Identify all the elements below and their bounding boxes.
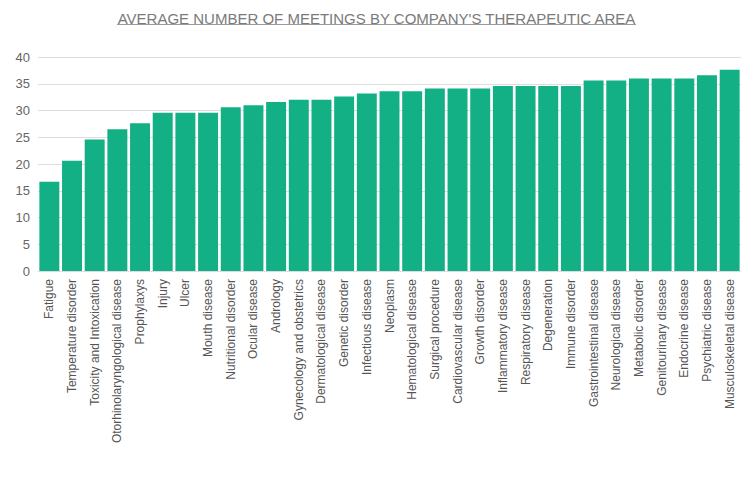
svg-text:Andrology: Andrology (269, 279, 283, 333)
svg-text:10: 10 (16, 210, 30, 225)
svg-text:Infectious disease: Infectious disease (360, 279, 374, 375)
svg-text:Hematological disease: Hematological disease (405, 279, 419, 400)
svg-text:Ulcer: Ulcer (178, 279, 192, 307)
svg-text:40: 40 (16, 50, 30, 65)
svg-text:Immune disorder: Immune disorder (564, 279, 578, 369)
svg-text:Toxicity and Intoxication: Toxicity and Intoxication (88, 279, 102, 406)
svg-text:AVERAGE NUMBER OF MEETINGS BY: AVERAGE NUMBER OF MEETINGS BY COMPANY'S … (118, 10, 636, 27)
svg-text:Genitourinary disease: Genitourinary disease (655, 279, 669, 396)
svg-text:20: 20 (16, 157, 30, 172)
svg-text:25: 25 (16, 130, 30, 145)
svg-text:Psychiatric disease: Psychiatric disease (700, 279, 714, 382)
svg-text:Growth disorder: Growth disorder (473, 279, 487, 364)
svg-text:Surgical procedure: Surgical procedure (428, 279, 442, 380)
svg-text:Nutritional disorder: Nutritional disorder (224, 279, 238, 380)
svg-text:Metabolic disorder: Metabolic disorder (632, 279, 646, 377)
svg-text:0: 0 (23, 264, 30, 279)
svg-text:Dermatological disease: Dermatological disease (314, 279, 328, 404)
svg-text:Injury: Injury (156, 279, 170, 308)
svg-text:Respiratory disease: Respiratory disease (519, 279, 533, 385)
svg-text:Prophylaxys: Prophylaxys (133, 279, 147, 344)
svg-text:30: 30 (16, 103, 30, 118)
svg-text:Inflammatory disease: Inflammatory disease (496, 279, 510, 393)
svg-text:35: 35 (16, 76, 30, 91)
svg-text:Neoplasm: Neoplasm (383, 279, 397, 333)
svg-text:Neurological disease: Neurological disease (609, 279, 623, 391)
svg-text:Degeneration: Degeneration (541, 279, 555, 351)
svg-text:Fatigue: Fatigue (42, 279, 56, 319)
svg-text:Gastrointestinal disease: Gastrointestinal disease (587, 279, 601, 407)
svg-text:Mouth disease: Mouth disease (201, 279, 215, 357)
svg-text:Ocular disease: Ocular disease (246, 279, 260, 359)
svg-text:Gynecology and obstetrics: Gynecology and obstetrics (292, 279, 306, 420)
svg-text:5: 5 (23, 237, 30, 252)
svg-text:Genetic disorder: Genetic disorder (337, 279, 351, 367)
svg-text:15: 15 (16, 183, 30, 198)
svg-text:Cardiovascular disease: Cardiovascular disease (451, 279, 465, 404)
svg-text:Musculoskeletal disease: Musculoskeletal disease (723, 279, 737, 409)
svg-text:Temperature disorder: Temperature disorder (65, 279, 79, 393)
svg-text:Endocrine disease: Endocrine disease (677, 279, 691, 378)
svg-text:Otorhinolaryngological disease: Otorhinolaryngological disease (110, 279, 124, 443)
